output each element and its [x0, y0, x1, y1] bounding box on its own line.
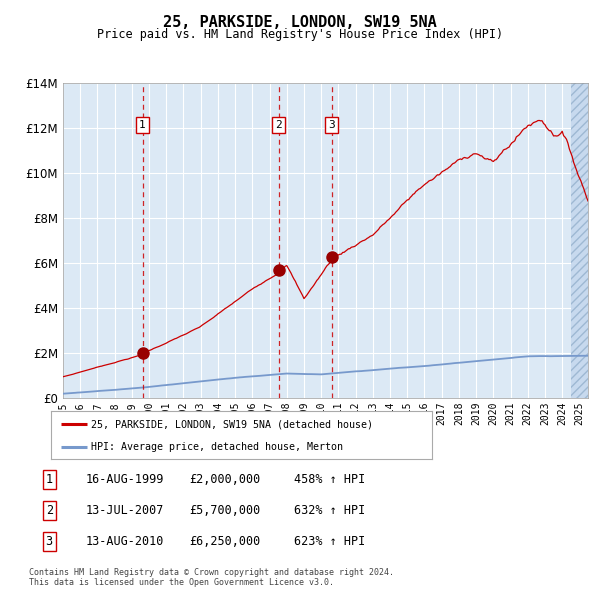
Text: 1: 1: [46, 473, 53, 486]
Text: HPI: Average price, detached house, Merton: HPI: Average price, detached house, Mert…: [91, 442, 343, 452]
Text: Contains HM Land Registry data © Crown copyright and database right 2024.
This d: Contains HM Land Registry data © Crown c…: [29, 568, 394, 587]
Text: 632% ↑ HPI: 632% ↑ HPI: [294, 504, 365, 517]
Text: 13-AUG-2010: 13-AUG-2010: [85, 535, 164, 548]
Text: 2: 2: [46, 504, 53, 517]
Text: 458% ↑ HPI: 458% ↑ HPI: [294, 473, 365, 486]
Text: £5,700,000: £5,700,000: [189, 504, 260, 517]
Text: 25, PARKSIDE, LONDON, SW19 5NA: 25, PARKSIDE, LONDON, SW19 5NA: [163, 15, 437, 30]
Text: £2,000,000: £2,000,000: [189, 473, 260, 486]
Text: 3: 3: [46, 535, 53, 548]
Text: £6,250,000: £6,250,000: [189, 535, 260, 548]
Text: 2: 2: [275, 120, 282, 130]
Bar: [571, 83, 588, 398]
Text: 623% ↑ HPI: 623% ↑ HPI: [294, 535, 365, 548]
Text: 16-AUG-1999: 16-AUG-1999: [85, 473, 164, 486]
Text: 13-JUL-2007: 13-JUL-2007: [85, 504, 164, 517]
Text: Price paid vs. HM Land Registry's House Price Index (HPI): Price paid vs. HM Land Registry's House …: [97, 28, 503, 41]
Text: 1: 1: [139, 120, 146, 130]
Text: 25, PARKSIDE, LONDON, SW19 5NA (detached house): 25, PARKSIDE, LONDON, SW19 5NA (detached…: [91, 419, 373, 429]
Text: 3: 3: [328, 120, 335, 130]
